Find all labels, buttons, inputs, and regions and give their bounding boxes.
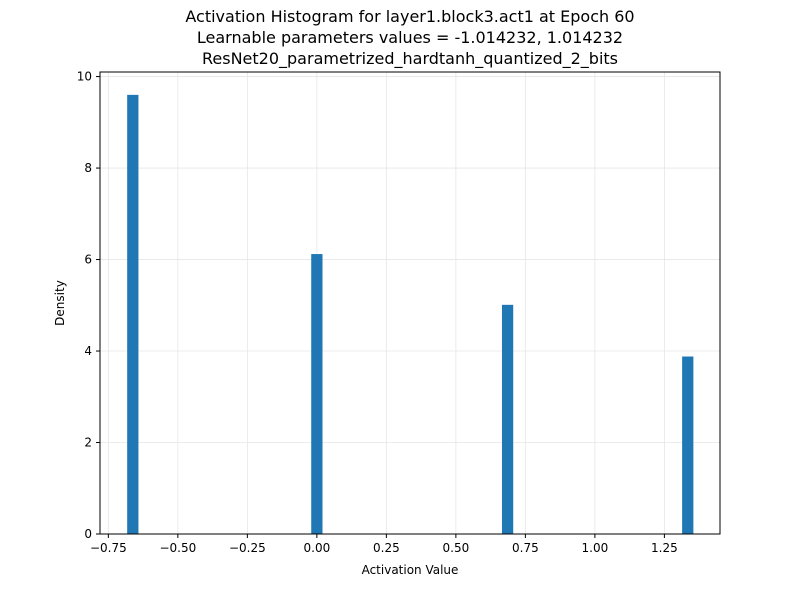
x-tick-label: −0.25: [229, 541, 266, 555]
title-line-3: ResNet20_parametrized_hardtanh_quantized…: [202, 49, 618, 68]
histogram-bars: [127, 94, 694, 535]
grid-lines: [100, 72, 720, 535]
histogram-bar: [311, 254, 323, 534]
x-axis-label: Activation Value: [362, 563, 459, 577]
title-line-1: Activation Histogram for layer1.block3.a…: [185, 7, 635, 26]
x-tick-label: 0.00: [304, 541, 331, 555]
y-tick-label: 8: [84, 161, 92, 175]
x-tick-label: 0.75: [512, 541, 539, 555]
y-axis-label: Density: [53, 280, 67, 326]
x-tick-label: −0.75: [90, 541, 127, 555]
x-tick-label: 1.25: [651, 541, 678, 555]
y-tick-label: 0: [84, 527, 92, 541]
title-line-2: Learnable parameters values = -1.014232,…: [196, 28, 624, 47]
y-tick-label: 2: [84, 436, 92, 450]
histogram-bar: [501, 304, 514, 534]
histogram-bar: [682, 356, 694, 534]
chart-title: Activation Histogram for layer1.block3.a…: [0, 6, 800, 69]
y-tick-label: 10: [77, 70, 92, 84]
plot-frame: [99, 71, 721, 535]
x-tick-label: 0.25: [373, 541, 400, 555]
histogram-bar: [127, 94, 139, 535]
x-tick-label: 0.50: [443, 541, 470, 555]
y-tick-label: 4: [84, 344, 92, 358]
y-tick-label: 6: [84, 253, 92, 267]
x-tick-label: 1.00: [582, 541, 609, 555]
axis-ticks: −0.75 −0.50 −0.25 0.00 0.25 0.50 0.75 1.00 1.25 0…: [77, 70, 678, 555]
x-tick-label: −0.50: [159, 541, 196, 555]
